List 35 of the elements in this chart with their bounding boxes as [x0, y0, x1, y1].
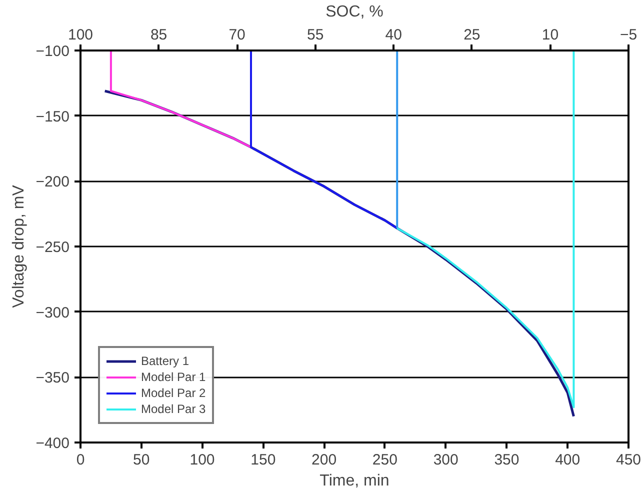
x2-tick-label: −5 [620, 26, 638, 44]
legend-label: Model Par 1 [141, 370, 206, 384]
x-tick-label: 400 [555, 452, 580, 468]
legend-label: Battery 1 [141, 354, 190, 368]
y-tick-label: −150 [36, 108, 70, 126]
x-tick-label: 100 [190, 452, 215, 468]
x2-axis-title: SOC, % [326, 4, 384, 20]
x2-tick-label: 55 [307, 26, 324, 44]
x-tick-label: 50 [133, 452, 150, 468]
legend-label: Model Par 3 [141, 402, 206, 416]
line-series [396, 50, 575, 408]
x-tick-label: 450 [616, 452, 642, 468]
y-tick-label: −400 [36, 435, 70, 452]
x2-tick-label: 70 [228, 26, 246, 44]
y-tick-label: −300 [36, 304, 70, 322]
x2-tick-label: 10 [542, 26, 559, 44]
x2-tick-label: 100 [68, 26, 94, 44]
y-axis-title: Voltage drop, mV [10, 184, 28, 308]
x-tick-label: 200 [312, 452, 337, 468]
line-series [110, 50, 252, 148]
y-tick-label: −250 [36, 239, 70, 256]
y-tick-label: −200 [36, 174, 70, 191]
x-tick-label: 350 [494, 452, 520, 468]
legend-label: Model Par 2 [141, 386, 206, 400]
y-tick-label: −350 [36, 370, 70, 387]
x-tick-label: 150 [250, 452, 276, 468]
x-tick-label: 0 [76, 452, 85, 468]
x2-tick-label: 25 [464, 26, 480, 44]
x-tick-label: 300 [433, 452, 458, 468]
line-series [250, 50, 398, 230]
x2-tick-label: 40 [385, 26, 402, 44]
x2-tick-label: 85 [150, 26, 168, 44]
y-tick-label: −100 [36, 43, 70, 60]
x-axis-title: Time, min [320, 472, 390, 490]
x-tick-label: 250 [372, 452, 398, 468]
